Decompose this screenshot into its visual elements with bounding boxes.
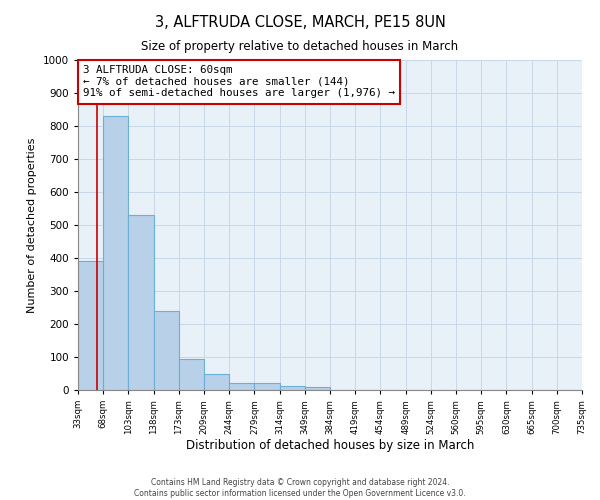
- Y-axis label: Number of detached properties: Number of detached properties: [27, 138, 37, 312]
- Bar: [78, 262, 103, 390]
- Bar: [229, 384, 254, 390]
- Bar: [103, 116, 128, 390]
- Text: 3, ALFTRUDA CLOSE, MARCH, PE15 8UN: 3, ALFTRUDA CLOSE, MARCH, PE15 8UN: [155, 15, 445, 30]
- Bar: [154, 311, 179, 390]
- Bar: [128, 215, 154, 390]
- Bar: [305, 388, 330, 390]
- Bar: [280, 386, 305, 390]
- Text: 3 ALFTRUDA CLOSE: 60sqm
← 7% of detached houses are smaller (144)
91% of semi-de: 3 ALFTRUDA CLOSE: 60sqm ← 7% of detached…: [83, 65, 395, 98]
- Bar: [204, 374, 229, 390]
- Bar: [254, 384, 280, 390]
- Bar: [179, 358, 204, 390]
- X-axis label: Distribution of detached houses by size in March: Distribution of detached houses by size …: [186, 440, 474, 452]
- Text: Contains HM Land Registry data © Crown copyright and database right 2024.
Contai: Contains HM Land Registry data © Crown c…: [134, 478, 466, 498]
- Text: Size of property relative to detached houses in March: Size of property relative to detached ho…: [142, 40, 458, 53]
